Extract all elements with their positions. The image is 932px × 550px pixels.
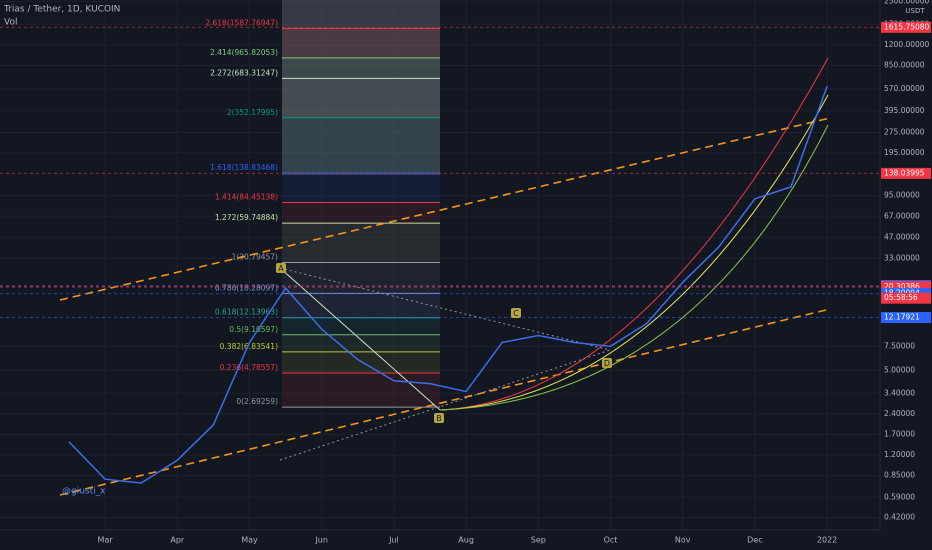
price-tag-label: 138.03995 <box>884 168 925 177</box>
curve-green <box>439 124 829 411</box>
y-tick-label: 395.00000 <box>884 106 925 115</box>
fib-label: 2.618(1587.76947) <box>205 18 278 27</box>
point-label: D <box>604 359 610 368</box>
x-tick-label: Nov <box>675 536 691 545</box>
fib-label: 1.272(59.74884) <box>215 213 278 222</box>
y-tick-label: 3.40000 <box>884 388 915 397</box>
price-tag <box>881 312 931 324</box>
fib-top-zone <box>282 0 440 175</box>
y-tick-label: 2.40000 <box>884 409 915 418</box>
y-tick-label: 5.00000 <box>884 365 915 374</box>
fib-label: 0.236(4.78557) <box>220 363 278 372</box>
x-tick-label: Sep <box>531 536 546 545</box>
fib-label: 0.382(6.83541) <box>220 342 278 351</box>
fib-label: 2.272(683.31247) <box>210 68 278 77</box>
ab-line <box>279 267 441 411</box>
fib-band <box>282 293 440 318</box>
currency: USDT <box>905 7 925 15</box>
y-tick-label: 47.00000 <box>884 232 920 241</box>
price-tag-label: 20.30386 <box>884 282 920 291</box>
fib-retracement: 2.618(1587.76947) 2.414(965.82053) 2.272(6… <box>205 18 440 408</box>
x-tick-label: 2022 <box>817 536 837 545</box>
fib-label: 2(352.17995) <box>227 108 278 117</box>
curve-red <box>439 57 829 411</box>
point-label: C <box>513 309 519 318</box>
y-tick-label: 1.20000 <box>884 450 915 459</box>
fib-label: 0.618(12.13963) <box>215 308 278 317</box>
x-tick-label: May <box>241 536 258 545</box>
y-tick-label: 2500.00000 <box>884 0 930 5</box>
x-tick-label: Apr <box>170 536 185 545</box>
channel-top <box>59 117 831 301</box>
y-tick-label: 1.70000 <box>884 429 915 438</box>
curve-yellow <box>439 94 829 411</box>
y-tick-label: 0.42000 <box>884 512 915 521</box>
x-tick-label: Aug <box>458 536 474 545</box>
fib-band <box>282 117 440 174</box>
x-tick-label: Jun <box>314 536 328 545</box>
x-tick-label: Oct <box>604 536 618 545</box>
point-badge <box>276 263 286 273</box>
fib-label: 1(30.79457) <box>232 252 278 261</box>
triangle <box>279 267 611 461</box>
y-tick-label: 850.00000 <box>884 60 925 69</box>
price-tag-label: 1615.75080 <box>884 22 930 31</box>
fib-band <box>282 202 440 224</box>
fib-label: 1.414(84.45138) <box>215 193 278 202</box>
x-tick-label: Jul <box>388 536 399 545</box>
y-tick-label: 95.00000 <box>884 191 920 200</box>
fib-band <box>282 351 440 373</box>
fib-band <box>282 28 440 58</box>
y-tick-label: 33.00000 <box>884 253 920 262</box>
point-badge <box>602 358 612 368</box>
fib-band <box>282 78 440 118</box>
fib-band <box>282 372 440 408</box>
fib-band <box>282 223 440 263</box>
fib-label: 2.414(965.82053) <box>210 48 278 57</box>
y-tick-label: 195.00000 <box>884 148 925 157</box>
channel <box>59 117 831 496</box>
price-line <box>68 85 828 484</box>
y-tick-label: 570.00000 <box>884 84 925 93</box>
y-axis <box>880 0 932 550</box>
countdown-box <box>881 292 931 304</box>
fib-label: 0.5(9.10597) <box>229 325 278 334</box>
y-tick-label: 67.00000 <box>884 211 920 220</box>
y-tick-label: 1200.00000 <box>884 40 930 49</box>
fib-band <box>282 173 440 203</box>
y-tick-label: 7.50000 <box>884 341 915 350</box>
chart-title: Trias / Tether, 1D, KUCOIN <box>3 5 120 15</box>
price <box>68 85 828 484</box>
price-tag <box>881 167 931 179</box>
y-tick-label: 0.59000 <box>884 492 915 501</box>
countdown: 05:58:56 <box>884 293 918 302</box>
point-badge <box>434 413 444 423</box>
point-label: A <box>278 264 284 273</box>
point-label: B <box>436 414 442 423</box>
curves <box>279 57 829 461</box>
point-badge <box>511 308 521 318</box>
grid <box>0 0 880 530</box>
watermark: @giusti_x <box>62 487 106 497</box>
fib-band <box>282 317 440 335</box>
price-tag <box>881 21 931 33</box>
indicator-label: Vol <box>4 18 17 28</box>
fib-band <box>282 57 440 79</box>
fib-band <box>282 262 440 294</box>
fib-label: 0(2.69259) <box>236 397 278 406</box>
fib-label: 0.786(18.28097) <box>215 283 278 292</box>
price-tag <box>881 281 931 293</box>
y-tick-label: 275.00000 <box>884 127 925 136</box>
fib-band <box>282 334 440 352</box>
x-tick-label: Mar <box>98 536 114 545</box>
y-tick-label: 0.85000 <box>884 471 915 480</box>
x-tick-label: Dec <box>747 536 762 545</box>
channel-bottom <box>59 308 831 496</box>
price-tag-label: 12.17921 <box>884 313 920 322</box>
fib-label: 1.618(138.83468) <box>210 163 278 172</box>
